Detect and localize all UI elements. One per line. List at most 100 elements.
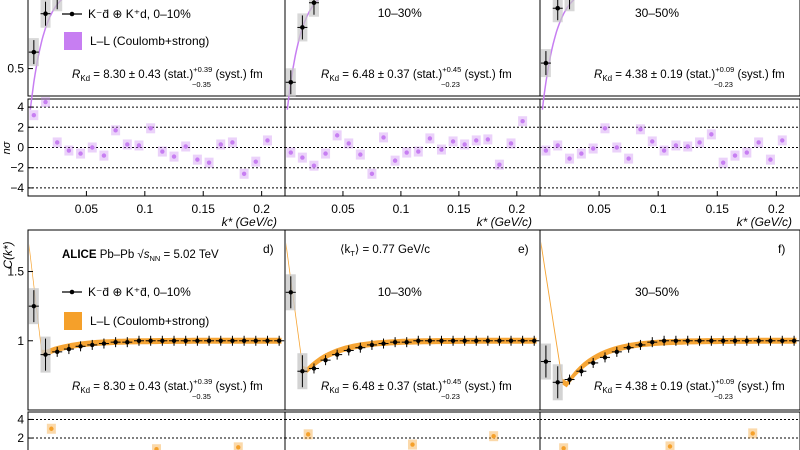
- radius-text: RKd = 4.38 ± 0.19 (stat.)+0.09 (syst.) f…: [594, 65, 785, 83]
- data-point: [462, 338, 467, 343]
- radius-sup: +0.39: [193, 377, 212, 386]
- nsigma-point: [780, 138, 785, 143]
- data-point: [709, 338, 714, 343]
- legend-model-swatch: [64, 32, 82, 50]
- radius-tail: (syst.) fm: [734, 381, 784, 393]
- nsigma-point: [650, 139, 655, 144]
- nsigma-point: [218, 142, 223, 147]
- centrality-label: 10–30%: [378, 285, 422, 299]
- data-point: [579, 369, 584, 374]
- radius-tail: (syst.) fm: [734, 69, 784, 81]
- nsigma-point: [450, 139, 456, 144]
- data-point: [78, 344, 83, 349]
- residual-y-tick-label: 2: [17, 431, 24, 445]
- nsigma-point: [626, 156, 631, 161]
- nsigma-point: [485, 137, 491, 142]
- data-point: [661, 338, 667, 343]
- data-point: [543, 359, 549, 364]
- energy-value: = 5.02 TeV: [160, 249, 219, 261]
- nsigma-point: [265, 138, 270, 143]
- nsigma-point: [241, 171, 247, 176]
- data-point: [55, 349, 60, 355]
- data-point: [288, 79, 294, 85]
- data-point: [555, 5, 561, 11]
- x-axis-label: k* (GeV/c): [222, 215, 277, 229]
- data-point: [381, 341, 386, 346]
- data-point: [136, 338, 142, 343]
- residual-y-tick-label: 4: [17, 412, 24, 426]
- residual-y-tick-label: −4: [10, 181, 24, 195]
- y-axis-label: C(k*): [1, 241, 15, 268]
- data-point: [113, 339, 118, 345]
- data-point: [485, 338, 491, 343]
- nsigma-point: [673, 143, 679, 148]
- data-point: [650, 339, 655, 345]
- radius-sub-error: −0.23: [714, 392, 733, 401]
- data-point: [265, 338, 270, 343]
- nsigma-point: [346, 141, 351, 146]
- data-point: [358, 345, 363, 350]
- centrality-label: 30–50%: [635, 285, 679, 299]
- radius-symbol: R: [594, 69, 602, 81]
- nsigma-point: [590, 146, 596, 151]
- bottom-panel-1: d) 1 1.5C(k*) ALICE Pb–Pb √sNN = 5.02 TeV K⁻…: [1, 229, 286, 450]
- top-panel-1: 0.5 K⁻d̄ ⊕ K⁺d, 0–10% L–L (Coulomb+strong)…: [1, 0, 286, 229]
- data-point: [392, 339, 398, 345]
- nsigma-point: [404, 150, 409, 155]
- radius-symbol: R: [594, 381, 602, 393]
- nsigma-point: [305, 432, 311, 437]
- radius-value: = 4.38 ± 0.19 (stat.): [612, 69, 715, 81]
- nsigma-point: [369, 171, 375, 176]
- nsigma-point: [300, 155, 305, 160]
- residual-y-tick-label: 4: [17, 100, 24, 114]
- experiment-name: ALICE: [62, 249, 100, 261]
- nsigma-point: [55, 140, 60, 145]
- data-point: [614, 349, 620, 355]
- x-tick-label: 0.1: [393, 202, 410, 216]
- radius-text: RKd = 8.30 ± 0.43 (stat.)+0.39 (syst.) f…: [72, 65, 263, 83]
- data-point: [43, 352, 48, 357]
- data-point: [450, 338, 456, 343]
- y-tick-label: 1.5: [7, 265, 24, 279]
- nsigma-point: [311, 163, 317, 168]
- nsigma-point: [561, 446, 566, 450]
- nsigma-point: [602, 126, 608, 131]
- nsigma-point: [381, 135, 386, 140]
- x-tick-label: 0.05: [75, 202, 99, 216]
- nsigma-point: [732, 153, 738, 158]
- data-point: [148, 338, 153, 343]
- legend-data-marker: [69, 11, 75, 17]
- kt-value: ⟩ = 0.77 GeV/c: [355, 244, 430, 256]
- radius-sup: +0.39: [193, 65, 212, 74]
- data-point: [288, 290, 293, 295]
- data-point: [732, 338, 738, 343]
- residual-y-tick-label: 2: [17, 120, 24, 134]
- nsigma-point: [358, 152, 363, 157]
- data-point: [31, 49, 37, 55]
- radius-sub-error: −0.23: [714, 80, 733, 89]
- data-point: [497, 338, 502, 343]
- data-point: [253, 338, 258, 343]
- nsigma-point: [474, 138, 479, 143]
- nsigma-point: [579, 151, 584, 156]
- kt-open: ⟨k: [340, 244, 350, 256]
- nsigma-point: [154, 447, 159, 450]
- radius-sub-error: −0.23: [441, 80, 460, 89]
- x-tick-label: 0.1: [650, 202, 667, 216]
- radius-sub-error: −0.23: [441, 392, 460, 401]
- data-point: [756, 338, 761, 343]
- radius-value: = 6.48 ± 0.37 (stat.): [339, 69, 442, 81]
- radius-value: = 8.30 ± 0.43 (stat.): [90, 381, 193, 393]
- data-point: [416, 338, 421, 343]
- x-tick-label: 0.05: [587, 202, 611, 216]
- radius-tail: (syst.) fm: [461, 381, 511, 393]
- radius-subscript: Kd: [80, 386, 90, 395]
- nsigma-point: [392, 158, 398, 163]
- data-point: [369, 342, 375, 348]
- residual-frame: [539, 411, 800, 450]
- residual-y-tick-label: 0: [17, 141, 24, 155]
- nsigma-point: [334, 133, 340, 138]
- data-point: [427, 338, 433, 343]
- data-point: [323, 357, 328, 363]
- data-point: [300, 369, 305, 374]
